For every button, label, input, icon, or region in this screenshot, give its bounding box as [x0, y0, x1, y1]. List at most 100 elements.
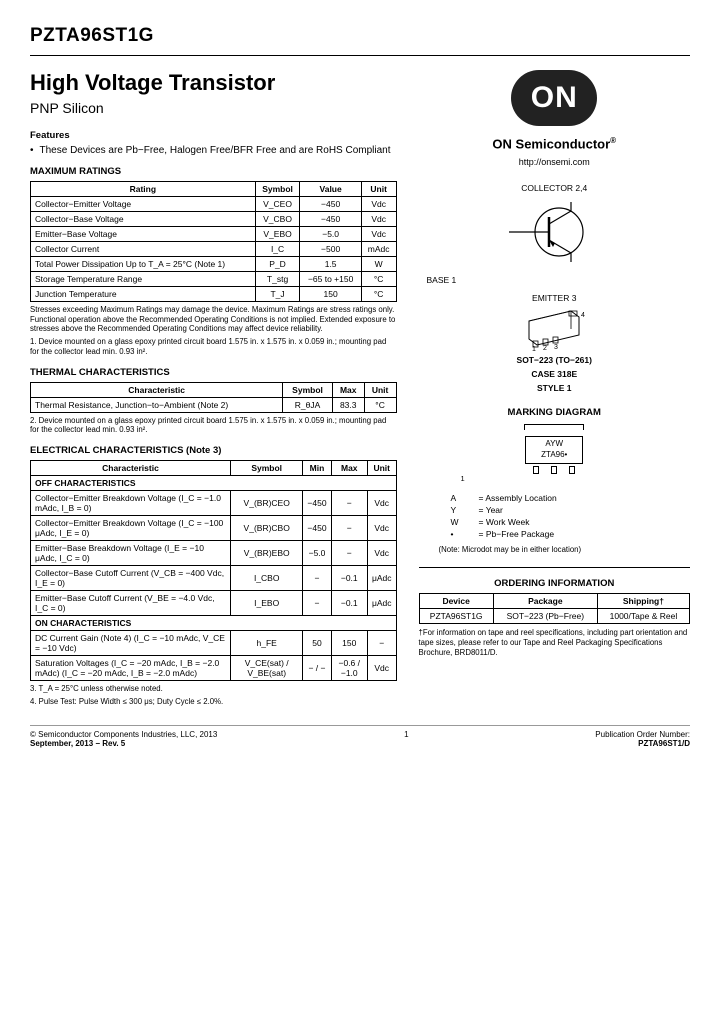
- table-cell: μAdc: [367, 591, 396, 616]
- table-cell: SOT−223 (Pb−Free): [493, 609, 597, 624]
- package-line-2: CASE 318E: [419, 369, 690, 379]
- table-cell: Collector−Emitter Breakdown Voltage (I_C…: [31, 491, 231, 516]
- svg-text:1: 1: [532, 346, 536, 351]
- table-cell: μAdc: [367, 566, 396, 591]
- col-value: Value: [300, 182, 361, 197]
- table-cell: h_FE: [230, 631, 302, 656]
- el-sym: Symbol: [230, 461, 302, 476]
- table-cell: Vdc: [367, 516, 396, 541]
- table-cell: Vdc: [367, 541, 396, 566]
- table-cell: Collector−Emitter Breakdown Voltage (I_C…: [31, 516, 231, 541]
- note-1: 1. Device mounted on a glass epoxy print…: [30, 337, 397, 356]
- table-cell: 83.3: [332, 397, 364, 412]
- table-cell: Thermal Resistance, Junction−to−Ambient …: [31, 397, 283, 412]
- features-header: Features: [30, 130, 397, 141]
- max-ratings-header: MAXIMUM RATINGS: [30, 166, 397, 177]
- right-column: ON ON Semiconductor® http://onsemi.com C…: [419, 70, 690, 707]
- brand-url[interactable]: http://onsemi.com: [419, 157, 690, 167]
- ordering-note: †For information on tape and reel specif…: [419, 628, 690, 657]
- feature-text: These Devices are Pb−Free, Halogen Free/…: [40, 145, 391, 156]
- table-cell: −65 to +150: [300, 272, 361, 287]
- part-number: PZTA96ST1G: [30, 25, 690, 47]
- svg-text:4: 4: [581, 312, 585, 319]
- table-cell: Collector−Base Voltage: [31, 212, 256, 227]
- left-column: High Voltage Transistor PNP Silicon Feat…: [30, 70, 397, 707]
- stress-note: Stresses exceeding Maximum Ratings may d…: [30, 305, 397, 334]
- table-cell: −: [303, 566, 331, 591]
- th-unit: Unit: [364, 382, 396, 397]
- table-cell: Vdc: [361, 197, 396, 212]
- table-cell: −500: [300, 242, 361, 257]
- table-cell: I_CBO: [230, 566, 302, 591]
- ordering-table: Device Package Shipping† PZTA96ST1GSOT−2…: [419, 593, 690, 624]
- table-cell: T_J: [255, 287, 300, 302]
- table-cell: Total Power Dissipation Up to T_A = 25°C…: [31, 257, 256, 272]
- table-cell: −5.0: [303, 541, 331, 566]
- emitter-label: EMITTER 3: [419, 293, 690, 303]
- table-cell: V_(BR)EBO: [230, 541, 302, 566]
- feature-bullet: • These Devices are Pb−Free, Halogen Fre…: [30, 145, 397, 156]
- el-min: Min: [303, 461, 331, 476]
- ordering-header: ORDERING INFORMATION: [419, 578, 690, 589]
- legend-row: A= Assembly Location: [451, 493, 690, 503]
- bullet-icon: •: [30, 145, 34, 156]
- table-cell: Junction Temperature: [31, 287, 256, 302]
- table-cell: Emitter−Base Cutoff Current (V_BE = −4.0…: [31, 591, 231, 616]
- table-cell: −0.6 / −1.0: [331, 656, 367, 681]
- el-max: Max: [331, 461, 367, 476]
- table-cell: Vdc: [367, 491, 396, 516]
- col-rating: Rating: [31, 182, 256, 197]
- table-cell: −: [331, 516, 367, 541]
- table-cell: −: [331, 541, 367, 566]
- th-sym: Symbol: [283, 382, 333, 397]
- svg-text:3: 3: [554, 344, 558, 351]
- table-cell: −0.1: [331, 566, 367, 591]
- th-max: Max: [332, 382, 364, 397]
- footer-right: Publication Order Number: PZTA96ST1/D: [595, 730, 690, 748]
- table-cell: −450: [300, 212, 361, 227]
- legend-row: •= Pb−Free Package: [451, 529, 690, 539]
- table-cell: DC Current Gain (Note 4) (I_C = −10 mAdc…: [31, 631, 231, 656]
- electrical-header: ELECTRICAL CHARACTERISTICS (Note 3): [30, 445, 397, 456]
- note-4: 4. Pulse Test: Pulse Width ≤ 300 μs; Dut…: [30, 697, 397, 707]
- ord-package: Package: [493, 594, 597, 609]
- table-cell: Vdc: [361, 227, 396, 242]
- table-cell: I_EBO: [230, 591, 302, 616]
- table-cell: Saturation Voltages (I_C = −20 mAdc, I_B…: [31, 656, 231, 681]
- transistor-schematic-icon: [499, 197, 609, 267]
- table-cell: 1000/Tape & Reel: [597, 609, 689, 624]
- table-cell: 1.5: [300, 257, 361, 272]
- table-cell: W: [361, 257, 396, 272]
- footer-page-number: 1: [217, 730, 595, 748]
- page-footer: © Semiconductor Components Industries, L…: [30, 725, 690, 748]
- el-unit: Unit: [367, 461, 396, 476]
- legend-row: W= Work Week: [451, 517, 690, 527]
- thermal-table: Characteristic Symbol Max Unit Thermal R…: [30, 382, 397, 413]
- table-cell: PZTA96ST1G: [419, 609, 493, 624]
- off-char-header: OFF CHARACTERISTICS: [31, 476, 397, 491]
- col-symbol: Symbol: [255, 182, 300, 197]
- table-cell: °C: [361, 287, 396, 302]
- table-cell: °C: [364, 397, 396, 412]
- table-cell: V_EBO: [255, 227, 300, 242]
- marking-box: AYW ZTA96•: [525, 436, 583, 464]
- main-columns: High Voltage Transistor PNP Silicon Feat…: [30, 70, 690, 707]
- table-cell: mAdc: [361, 242, 396, 257]
- table-cell: Emitter−Base Breakdown Voltage (I_E = −1…: [31, 541, 231, 566]
- table-cell: −: [367, 631, 396, 656]
- marking-line-2: ZTA96•: [526, 450, 582, 460]
- title-rule: [30, 55, 690, 56]
- th-char: Characteristic: [31, 382, 283, 397]
- max-ratings-table: Rating Symbol Value Unit Collector−Emitt…: [30, 181, 397, 302]
- table-cell: V_CEO: [255, 197, 300, 212]
- table-cell: P_D: [255, 257, 300, 272]
- table-cell: 50: [303, 631, 331, 656]
- footer-left: © Semiconductor Components Industries, L…: [30, 730, 217, 748]
- table-cell: Storage Temperature Range: [31, 272, 256, 287]
- marking-pins: [525, 466, 583, 474]
- table-cell: Collector−Base Cutoff Current (V_CB = −4…: [31, 566, 231, 591]
- table-cell: − / −: [303, 656, 331, 681]
- table-cell: Vdc: [367, 656, 396, 681]
- table-cell: −450: [300, 197, 361, 212]
- el-char: Characteristic: [31, 461, 231, 476]
